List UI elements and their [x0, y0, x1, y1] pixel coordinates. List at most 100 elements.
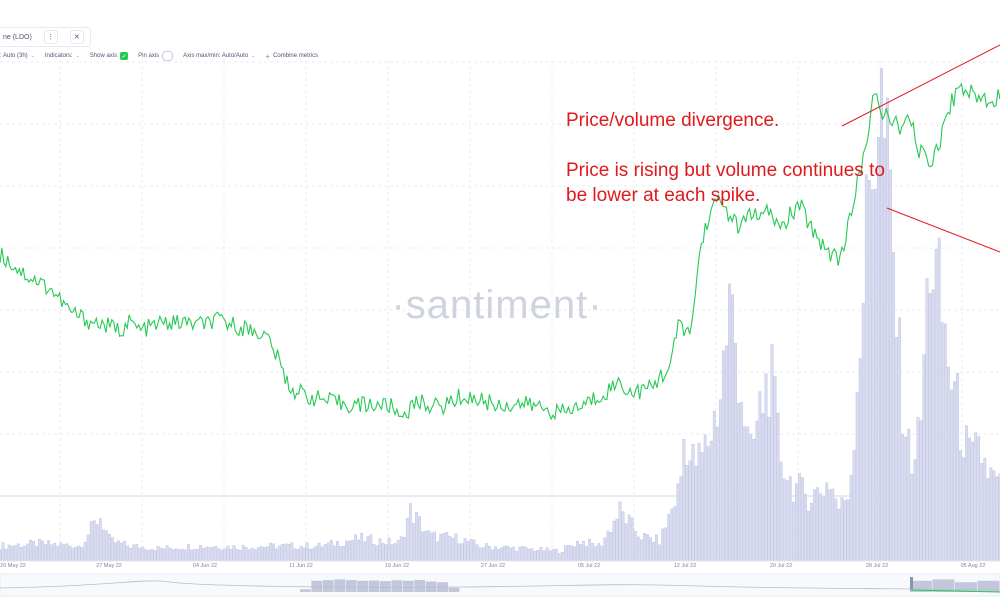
volume-bar: [141, 546, 145, 562]
volume-bar: [187, 544, 190, 562]
volume-bar: [412, 523, 415, 562]
navigator-bar: [448, 587, 460, 592]
volume-bar: [515, 551, 519, 562]
volume-bar: [266, 546, 269, 562]
volume-bar: [135, 544, 139, 562]
interval-select[interactable]: : Auto (3h) ⌄: [0, 53, 35, 59]
volume-bar: [697, 443, 701, 562]
show-axis-toggle[interactable]: Show axis ✓: [90, 52, 129, 60]
volume-bar: [779, 461, 783, 562]
volume-bar: [129, 548, 133, 562]
volume-bar: [123, 540, 126, 562]
navigator-bar: [322, 580, 334, 592]
volume-bar: [86, 534, 90, 562]
volume-bar: [497, 549, 500, 562]
volume-bar: [633, 531, 637, 562]
volume-bar: [500, 547, 503, 562]
volume-bar: [336, 541, 339, 562]
volume-bar: [59, 542, 63, 562]
volume-bar: [636, 536, 640, 562]
volume-bar: [959, 450, 962, 562]
combine-metrics-button[interactable]: + Combine metrics: [265, 52, 318, 61]
volume-bar: [755, 420, 759, 562]
volume-bar: [770, 344, 774, 562]
volume-bar: [618, 501, 622, 562]
volume-bar: [369, 534, 373, 562]
navigator-bar: [402, 580, 414, 592]
volume-bar: [600, 545, 604, 562]
volume-bar: [560, 552, 564, 562]
volume-bar: [272, 543, 275, 562]
volume-bar: [165, 545, 169, 562]
volume-bar: [29, 539, 32, 562]
volume-bar: [354, 534, 357, 562]
volume-bar: [405, 518, 409, 562]
volume-bar: [393, 543, 397, 562]
volume-bar: [889, 169, 892, 562]
close-icon[interactable]: ✕: [69, 30, 84, 44]
volume-bar: [114, 542, 117, 562]
volume-bar: [725, 345, 728, 562]
volume-bar: [864, 174, 868, 562]
volume-bar: [576, 541, 579, 562]
volume-bar: [232, 545, 236, 562]
volume-bar: [326, 542, 330, 562]
volume-bar: [834, 498, 838, 562]
volume-bar: [621, 511, 625, 562]
volume-bar: [332, 545, 336, 562]
x-tick-label: 20 Jul 22: [770, 563, 792, 569]
volume-bar: [351, 540, 354, 562]
volume-bar: [126, 545, 130, 562]
navigator-bar: [311, 580, 323, 592]
volume-bar: [612, 520, 616, 562]
volume-bar: [506, 545, 509, 562]
volume-bar: [986, 478, 990, 562]
volume-bar: [603, 537, 607, 562]
volume-bar: [481, 547, 485, 562]
volume-bar: [162, 548, 166, 562]
navigator-handle-right[interactable]: [910, 577, 913, 589]
navigator-bar: [955, 582, 977, 592]
volume-bar: [226, 545, 230, 562]
volume-bar: [120, 542, 123, 562]
volume-bar: [752, 439, 756, 562]
indicators-select[interactable]: Indicators: ⌄: [45, 53, 80, 59]
volume-bar: [582, 541, 585, 562]
volume-bar: [934, 249, 938, 562]
metric-tab[interactable]: ne (LDO) ⋮ ✕: [0, 27, 91, 47]
volume-bar: [855, 392, 859, 562]
toggle-switch-icon[interactable]: [162, 51, 174, 61]
volume-bar: [588, 539, 592, 562]
chevron-down-icon: ⌄: [30, 53, 35, 59]
volume-bar: [670, 508, 674, 562]
volume-bar: [971, 441, 974, 562]
volume-bar: [791, 502, 795, 562]
axis-maxmin-select[interactable]: Axis max/min: Auto/Auto ⌄: [183, 53, 255, 59]
volume-bar: [573, 546, 576, 562]
kebab-menu-icon[interactable]: ⋮: [43, 30, 58, 44]
volume-bar: [788, 476, 792, 562]
volume-bar: [253, 549, 257, 562]
volume-bar: [694, 465, 698, 562]
volume-bar: [311, 548, 315, 562]
volume-bar: [983, 457, 987, 562]
volume-bar: [846, 499, 850, 562]
volume-bar: [357, 539, 361, 562]
volume-bar: [196, 549, 199, 562]
divergence-annotation: Price/volume divergence. Price is rising…: [566, 108, 896, 208]
volume-bar: [460, 543, 464, 562]
volume-bar: [32, 540, 35, 562]
volume-bar: [737, 402, 740, 562]
volume-bar: [247, 549, 251, 562]
volume-bar: [767, 417, 771, 562]
checkbox-checked-icon[interactable]: ✓: [120, 52, 129, 60]
volume-bar: [719, 399, 722, 562]
pin-axis-toggle[interactable]: Pin axis: [138, 51, 174, 61]
navigator-panel[interactable]: [0, 573, 1000, 597]
volume-bar: [375, 545, 379, 562]
volume-bar: [415, 512, 418, 562]
volume-bar: [937, 237, 941, 562]
volume-bar: [804, 493, 807, 562]
volume-bar: [488, 546, 491, 562]
